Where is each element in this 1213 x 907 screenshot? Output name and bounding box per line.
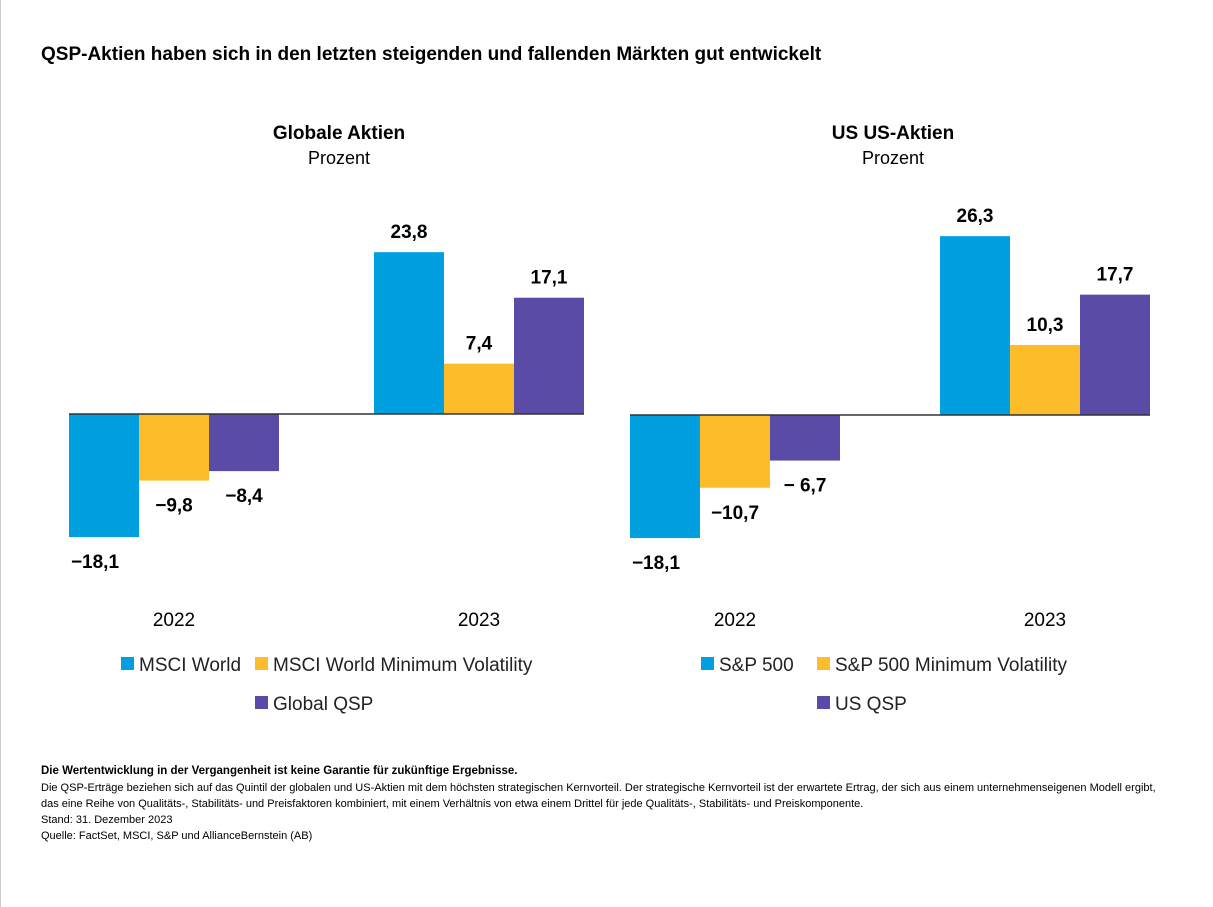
bar xyxy=(139,414,209,481)
category-label: 2022 xyxy=(153,610,195,631)
legend-label: S&P 500 Minimum Volatility xyxy=(835,655,1067,676)
bar xyxy=(69,414,139,538)
legend-label: MSCI World Minimum Volatility xyxy=(273,655,533,676)
data-label: 10,3 xyxy=(1027,315,1064,336)
bar xyxy=(1010,344,1080,415)
source-note: Quelle: FactSet, MSCI, S&P und AllianceB… xyxy=(41,830,313,842)
legend-label: Global QSP xyxy=(273,694,373,715)
legend-swatch xyxy=(817,696,830,709)
data-label: 26,3 xyxy=(957,206,994,227)
data-label: 17,1 xyxy=(531,268,568,289)
legend-swatch xyxy=(255,696,268,709)
bar xyxy=(770,415,840,461)
data-label: −9,8 xyxy=(155,496,193,517)
data-label: −10,7 xyxy=(711,503,759,524)
category-label: 2022 xyxy=(714,610,756,631)
date-note: Stand: 31. Dezember 2023 xyxy=(41,814,173,826)
bar xyxy=(514,297,584,414)
bar xyxy=(209,414,279,472)
chart-title: Globale Aktien xyxy=(273,123,405,144)
bar xyxy=(1080,294,1150,415)
legend-swatch xyxy=(255,657,268,670)
chart-title: US US-Aktien xyxy=(832,123,954,144)
legend-label: US QSP xyxy=(835,694,907,715)
chart-subtitle: Prozent xyxy=(862,148,924,168)
legend-label: S&P 500 xyxy=(719,655,794,676)
category-label: 2023 xyxy=(1024,610,1066,631)
bar xyxy=(940,236,1010,415)
category-label: 2023 xyxy=(458,610,500,631)
legend-swatch xyxy=(121,657,134,670)
data-label: 17,7 xyxy=(1097,265,1134,286)
data-label: 7,4 xyxy=(466,334,493,355)
bar xyxy=(374,252,444,414)
footnotes: Die QSP-Erträge beziehen sich auf das Qu… xyxy=(41,780,1171,844)
data-label: −18,1 xyxy=(632,553,681,574)
legend-swatch xyxy=(701,657,714,670)
data-label: −18,1 xyxy=(71,552,120,573)
data-label: − 6,7 xyxy=(784,476,827,497)
bar xyxy=(700,415,770,488)
definition-note: Die QSP-Erträge beziehen sich auf das Qu… xyxy=(41,782,1156,810)
legend-swatch xyxy=(817,657,830,670)
data-label: −8,4 xyxy=(225,486,263,507)
disclaimer: Die Wertentwicklung in der Vergangenheit… xyxy=(41,765,518,777)
data-label: 23,8 xyxy=(391,222,428,243)
main-title: QSP-Aktien haben sich in den letzten ste… xyxy=(41,44,822,65)
legend-label: MSCI World xyxy=(139,655,241,676)
chart-subtitle: Prozent xyxy=(308,148,370,168)
bar xyxy=(630,415,700,539)
bar xyxy=(444,363,514,414)
